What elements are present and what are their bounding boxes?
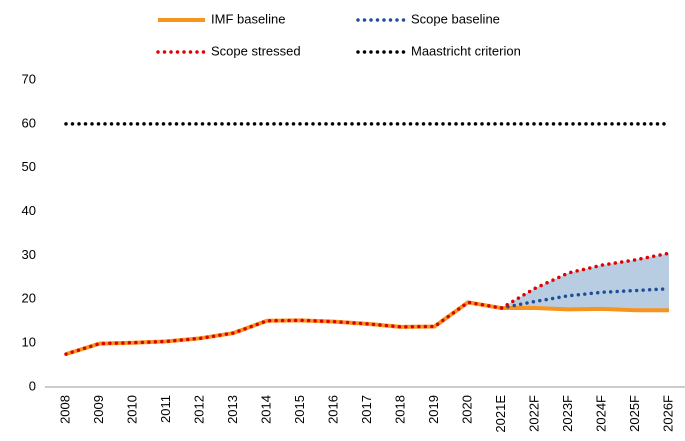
- y-tick-label: 40: [22, 203, 36, 218]
- x-tick-label: 2021E: [493, 395, 508, 433]
- x-tick-label: 2016: [325, 395, 340, 424]
- x-tick-label: 2023F: [560, 395, 575, 432]
- x-tick-label: 2024F: [593, 395, 608, 432]
- x-tick-label: 2012: [191, 395, 206, 424]
- x-tick-label: 2022F: [526, 395, 541, 432]
- legend-label: IMF baseline: [211, 11, 285, 26]
- line-series: [65, 300, 669, 357]
- x-tick-label: 2025F: [627, 395, 642, 432]
- x-tick-label: 2013: [225, 395, 240, 424]
- legend-label: Maastricht criterion: [411, 43, 521, 58]
- x-tick-label: 2008: [57, 395, 72, 424]
- x-tick-label: 2015: [292, 395, 307, 424]
- y-tick-label: 0: [29, 378, 36, 393]
- y-tick-label: 50: [22, 159, 36, 174]
- x-tick-label: 2020: [459, 395, 474, 424]
- line-series: [499, 287, 671, 310]
- x-tick-label: 2026F: [660, 395, 675, 432]
- shaded-range: [501, 253, 669, 311]
- x-tick-label: 2018: [392, 395, 407, 424]
- x-tick-label: 2017: [359, 395, 374, 424]
- y-tick-label: 60: [22, 115, 36, 130]
- x-tick-label: 2019: [426, 395, 441, 424]
- legend-label: Scope stressed: [211, 43, 301, 58]
- y-tick-label: 30: [22, 247, 36, 262]
- y-tick-label: 10: [22, 335, 36, 350]
- x-tick-label: 2014: [258, 395, 273, 424]
- line-series: [64, 251, 671, 356]
- y-tick-label: 20: [22, 291, 36, 306]
- legend-label: Scope baseline: [411, 11, 500, 26]
- y-tick-label: 70: [22, 71, 36, 86]
- x-tick-label: 2011: [158, 395, 173, 423]
- x-tick-label: 2009: [91, 395, 106, 424]
- x-tick-label: 2010: [124, 395, 139, 424]
